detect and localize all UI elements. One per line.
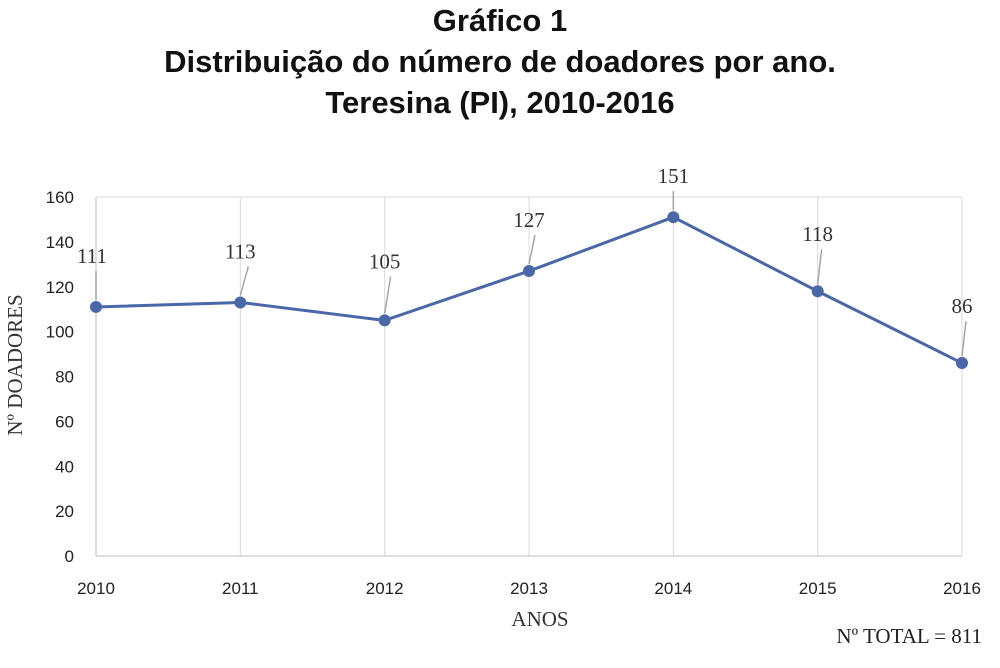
data-label: 111 xyxy=(77,244,107,268)
data-labels: 111 113 105 127 151 118 86 xyxy=(77,164,972,318)
chart-title: Gráfico 1 Distribuição do número de doad… xyxy=(0,0,1000,123)
x-tick-label: 2015 xyxy=(799,579,837,598)
y-tick-label: 20 xyxy=(55,502,74,521)
series xyxy=(90,211,968,370)
data-label: 105 xyxy=(369,249,401,273)
title-line-1: Gráfico 1 xyxy=(432,3,568,38)
y-tick-label: 80 xyxy=(55,368,74,387)
y-tick-label: 0 xyxy=(65,547,74,566)
data-label: 118 xyxy=(802,222,833,246)
total-note: Nº TOTAL = 811 xyxy=(836,624,982,648)
x-axis-label: ANOS xyxy=(511,607,568,631)
x-tick-label: 2016 xyxy=(943,579,981,598)
y-axis-label: Nº DOADORES xyxy=(3,294,27,435)
data-label-leader xyxy=(528,234,536,265)
data-point xyxy=(811,285,824,298)
axes xyxy=(95,197,962,557)
data-point xyxy=(378,314,391,327)
x-tick-label: 2010 xyxy=(77,579,115,598)
data-point xyxy=(523,265,535,278)
data-label-leader xyxy=(383,276,392,314)
data-point xyxy=(90,300,102,313)
y-tick-label: 40 xyxy=(55,457,74,476)
y-tick-label: 160 xyxy=(46,188,74,207)
data-label: 151 xyxy=(658,164,690,188)
y-axis-ticks: 0 20 40 60 80 100 120 140 160 xyxy=(46,188,74,566)
y-tick-label: 140 xyxy=(46,233,74,252)
data-label-leader xyxy=(961,320,967,357)
data-label-leader xyxy=(816,249,823,285)
title-line-3: Teresina (PI), 2010-2016 xyxy=(325,85,675,120)
title-line-2: Distribuição do número de doadores por a… xyxy=(164,44,836,79)
x-tick-label: 2012 xyxy=(366,579,404,598)
data-label: 113 xyxy=(225,239,256,263)
data-label: 127 xyxy=(513,208,545,232)
data-point xyxy=(234,296,247,309)
x-tick-label: 2013 xyxy=(510,579,548,598)
data-label: 86 xyxy=(952,294,973,318)
x-tick-label: 2014 xyxy=(654,579,692,598)
y-tick-label: 60 xyxy=(55,412,74,431)
x-axis-ticks: 2010 2011 2012 2013 2014 2015 2016 xyxy=(77,579,981,598)
data-label-leaders xyxy=(95,191,967,357)
x-tick-label: 2011 xyxy=(222,579,259,598)
data-label-leader xyxy=(239,266,250,296)
data-point xyxy=(956,357,968,370)
y-tick-label: 100 xyxy=(46,323,74,342)
data-point xyxy=(667,211,680,224)
y-tick-label: 120 xyxy=(46,278,74,297)
